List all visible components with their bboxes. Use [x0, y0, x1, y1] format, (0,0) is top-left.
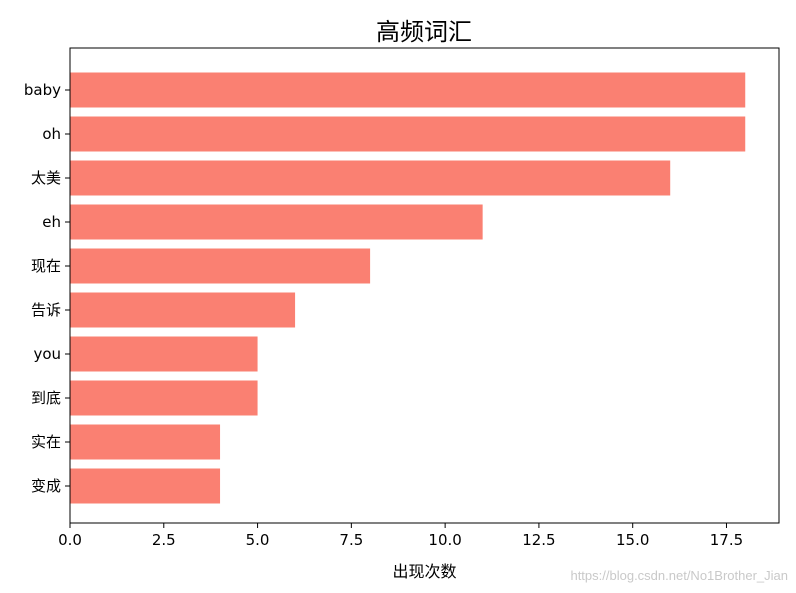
y-tick-label: baby	[24, 81, 61, 99]
y-tick-label: 到底	[31, 389, 61, 407]
bar-7	[70, 380, 258, 416]
x-tick-label: 0.0	[58, 531, 82, 549]
x-tick-label: 15.0	[616, 531, 649, 549]
bar-0	[70, 72, 746, 108]
y-tick-label: oh	[42, 125, 61, 143]
bar-3	[70, 204, 483, 240]
x-tick-label: 17.5	[710, 531, 743, 549]
x-tick-label: 12.5	[522, 531, 555, 549]
bars-layer	[70, 72, 746, 504]
bar-8	[70, 424, 221, 460]
x-axis-ticks: 0.0 2.5 5.0 7.5 10.0 12.5 15.0 17.5	[58, 523, 743, 549]
x-tick-label: 5.0	[246, 531, 270, 549]
x-axis-label: 出现次数	[392, 562, 456, 581]
x-tick-label: 2.5	[152, 531, 176, 549]
y-tick-label: eh	[42, 213, 61, 231]
watermark: https://blog.csdn.net/No1Brother_Jian	[570, 568, 788, 583]
x-tick-label: 10.0	[428, 531, 461, 549]
x-tick-label: 7.5	[339, 531, 363, 549]
y-tick-label: 实在	[31, 433, 61, 451]
chart-title: 高频词汇	[376, 18, 472, 46]
y-tick-label: 现在	[31, 257, 61, 275]
y-tick-label: you	[33, 345, 61, 363]
y-tick-label: 太美	[31, 169, 61, 187]
y-tick-label: 变成	[31, 477, 61, 495]
bar-6	[70, 336, 258, 372]
y-tick-label: 告诉	[31, 301, 61, 319]
bar-1	[70, 116, 746, 152]
bar-5	[70, 292, 296, 328]
plot-frame	[69, 47, 780, 524]
bar-2	[70, 160, 671, 196]
bar-4	[70, 248, 371, 284]
bar-9	[70, 468, 221, 504]
